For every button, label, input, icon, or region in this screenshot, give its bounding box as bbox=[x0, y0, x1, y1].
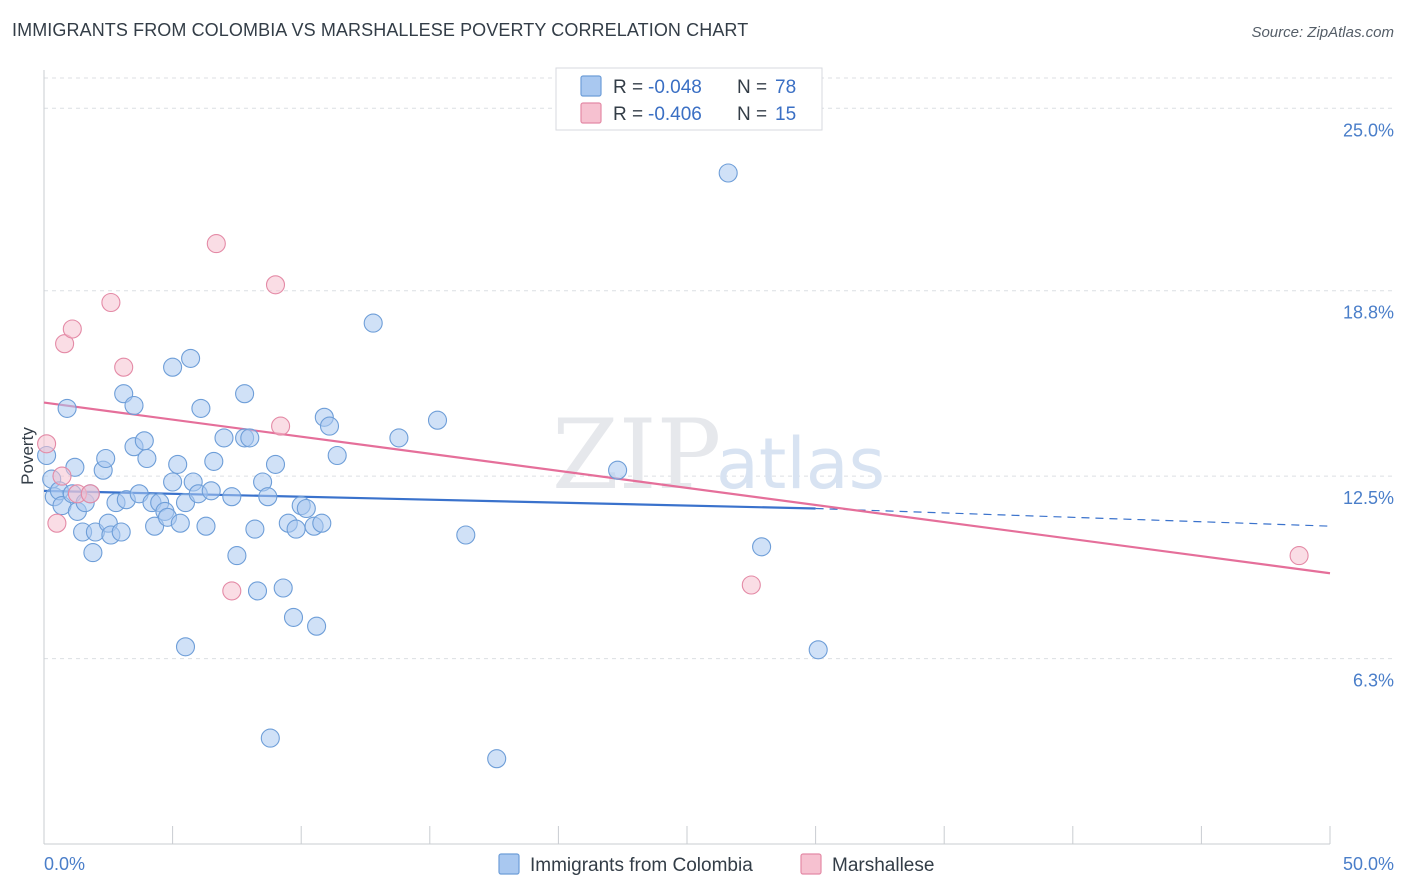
point-marshallese-6 bbox=[80, 484, 100, 504]
point-marshallese-3 bbox=[55, 334, 75, 354]
point-colombia-22 bbox=[124, 395, 144, 416]
stats-n-label-colombia: N = bbox=[737, 77, 767, 98]
stats-n-value-marshallese: 15 bbox=[775, 104, 796, 125]
data-points bbox=[37, 163, 1309, 769]
point-colombia-46 bbox=[222, 487, 242, 507]
x-tick-label-min: 0.0% bbox=[44, 854, 85, 874]
y-axis-tick-labels: 6.3% 12.5% 18.8% 25.0% bbox=[1343, 120, 1394, 690]
stats-n-value-colombia: 78 bbox=[775, 77, 796, 98]
point-colombia-15 bbox=[96, 448, 116, 469]
chart-title: IMMIGRANTS FROM COLOMBIA VS MARSHALLESE … bbox=[12, 20, 749, 40]
point-marshallese-13 bbox=[741, 575, 761, 595]
point-marshallese-11 bbox=[265, 275, 286, 295]
point-marshallese-4 bbox=[62, 319, 82, 339]
point-colombia-35 bbox=[170, 513, 190, 533]
point-colombia-54 bbox=[258, 487, 278, 507]
point-marshallese-7 bbox=[101, 292, 121, 313]
point-colombia-72 bbox=[456, 525, 476, 545]
point-colombia-5 bbox=[57, 398, 77, 418]
point-marshallese-12 bbox=[271, 416, 291, 436]
point-colombia-50 bbox=[240, 428, 260, 448]
point-marshallese-9 bbox=[206, 234, 226, 254]
trend-lines bbox=[43, 401, 1331, 575]
watermark-zip: ZIP bbox=[552, 399, 721, 511]
point-colombia-45 bbox=[214, 428, 234, 448]
stats-n-label-marshallese: N = bbox=[737, 104, 767, 125]
point-colombia-12 bbox=[83, 543, 103, 563]
y-tick-label-1: 12.5% bbox=[1343, 488, 1394, 508]
point-colombia-77 bbox=[808, 640, 828, 660]
stats-r-label-marshallese: R = bbox=[613, 104, 643, 125]
point-colombia-33 bbox=[163, 357, 183, 377]
legend-label-colombia: Immigrants from Colombia bbox=[530, 855, 753, 876]
point-colombia-59 bbox=[283, 607, 304, 627]
point-colombia-43 bbox=[201, 481, 221, 501]
source-credit: Source: ZipAtlas.com bbox=[1251, 24, 1394, 41]
stats-swatch-marshallese bbox=[580, 102, 602, 124]
point-marshallese-1 bbox=[47, 513, 67, 533]
point-marshallese-14 bbox=[1289, 546, 1309, 566]
stats-r-value-marshallese: -0.406 bbox=[648, 104, 702, 125]
point-colombia-41 bbox=[191, 398, 211, 418]
point-colombia-34 bbox=[168, 454, 188, 474]
point-colombia-65 bbox=[312, 513, 332, 533]
point-colombia-67 bbox=[319, 416, 340, 436]
point-colombia-25 bbox=[134, 431, 154, 451]
x-tick-label-max: 50.0% bbox=[1343, 854, 1394, 874]
trend-line-0-dashed bbox=[815, 507, 1331, 527]
point-colombia-38 bbox=[181, 348, 201, 368]
point-colombia-42 bbox=[196, 516, 216, 536]
point-colombia-49 bbox=[235, 384, 255, 404]
point-colombia-44 bbox=[204, 451, 224, 471]
y-axis-label: Poverty bbox=[18, 427, 37, 485]
stats-r-label-colombia: R = bbox=[613, 77, 643, 98]
point-colombia-52 bbox=[247, 581, 268, 601]
stats-r-value-colombia: -0.048 bbox=[648, 77, 702, 98]
point-colombia-69 bbox=[363, 313, 383, 333]
watermark-atlas: atlas bbox=[716, 423, 885, 505]
legend: Immigrants from Colombia Marshallese bbox=[498, 853, 934, 876]
point-colombia-68 bbox=[327, 445, 347, 466]
y-tick-label-0: 6.3% bbox=[1353, 671, 1394, 691]
point-colombia-62 bbox=[296, 498, 316, 519]
point-colombia-76 bbox=[752, 537, 772, 557]
point-colombia-19 bbox=[111, 522, 131, 542]
point-colombia-55 bbox=[260, 728, 280, 748]
trend-line-0-solid bbox=[43, 489, 816, 510]
point-colombia-71 bbox=[427, 410, 448, 430]
point-colombia-60 bbox=[286, 519, 306, 539]
legend-swatch-colombia bbox=[498, 853, 520, 875]
point-colombia-73 bbox=[487, 749, 507, 769]
point-colombia-37 bbox=[175, 637, 196, 657]
y-tick-label-3: 25.0% bbox=[1343, 120, 1394, 140]
point-colombia-64 bbox=[307, 616, 327, 636]
point-colombia-75 bbox=[718, 163, 738, 183]
point-colombia-74 bbox=[608, 460, 628, 480]
point-marshallese-10 bbox=[222, 581, 242, 601]
point-colombia-56 bbox=[265, 454, 286, 474]
stats-swatch-colombia bbox=[580, 75, 602, 97]
point-colombia-32 bbox=[163, 472, 183, 492]
trend-line-1 bbox=[43, 401, 1331, 575]
watermark: ZIP atlas bbox=[552, 399, 885, 511]
point-marshallese-8 bbox=[114, 357, 134, 377]
point-marshallese-0 bbox=[37, 434, 57, 454]
y-tick-label-2: 18.8% bbox=[1343, 303, 1394, 323]
point-colombia-47 bbox=[227, 546, 247, 566]
stats-box: R = -0.048 N = 78 R = -0.406 N = 15 bbox=[555, 67, 823, 131]
point-colombia-26 bbox=[137, 448, 157, 469]
legend-label-marshallese: Marshallese bbox=[832, 855, 934, 876]
point-colombia-57 bbox=[273, 578, 293, 598]
grid-lines bbox=[44, 77, 1394, 660]
legend-swatch-marshallese bbox=[800, 853, 822, 875]
point-colombia-51 bbox=[245, 519, 265, 539]
x-axis-ticks bbox=[43, 826, 1331, 844]
point-marshallese-2 bbox=[52, 466, 72, 486]
point-colombia-70 bbox=[389, 428, 409, 448]
